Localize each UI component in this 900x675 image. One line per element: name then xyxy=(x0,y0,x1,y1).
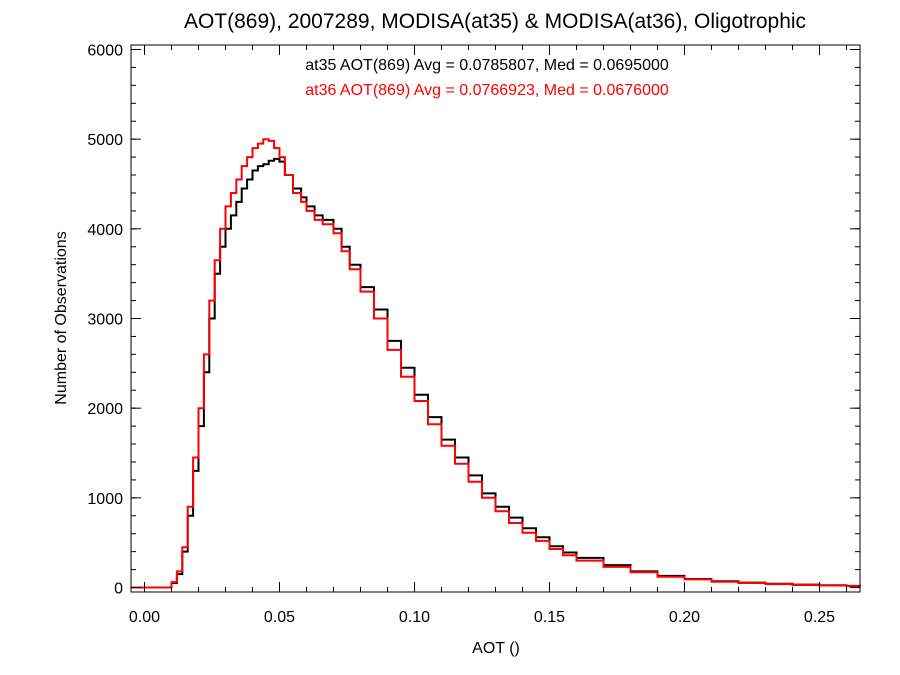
x-tick-label: 0.15 xyxy=(534,609,565,626)
x-axis: 0.00 0.05 0.10 0.15 0.20 0.25 xyxy=(129,45,847,626)
annotation-at35: at35 AOT(869) Avg = 0.0785807, Med = 0.0… xyxy=(305,57,669,74)
x-tick-label: 0.05 xyxy=(264,609,295,626)
x-tick-label: 0.20 xyxy=(669,609,700,626)
chart-title: AOT(869), 2007289, MODISA(at35) & MODISA… xyxy=(184,10,806,33)
series-1-histogram-line xyxy=(131,138,861,589)
y-tick-label: 0 xyxy=(114,581,123,598)
annotation-at36: at36 AOT(869) Avg = 0.0766923, Med = 0.0… xyxy=(305,82,669,99)
x-tick-label: 0.10 xyxy=(399,609,430,626)
y-tick-label: 1000 xyxy=(87,491,123,508)
y-tick-label: 2000 xyxy=(87,401,123,418)
y-tick-label: 6000 xyxy=(87,42,123,59)
y-tick-label: 4000 xyxy=(87,222,123,239)
x-tick-label: 0.00 xyxy=(129,609,160,626)
x-axis-label: AOT () xyxy=(472,640,520,657)
y-tick-label: 5000 xyxy=(87,132,123,149)
y-axis-label: Number of Observations xyxy=(53,231,70,404)
y-tick-label: 3000 xyxy=(87,312,123,329)
series-0-histogram-line xyxy=(131,157,861,589)
y-axis: 0 1000 2000 3000 4000 5000 6000 xyxy=(87,42,860,598)
series-layer xyxy=(131,138,861,589)
x-tick-label: 0.25 xyxy=(804,609,835,626)
